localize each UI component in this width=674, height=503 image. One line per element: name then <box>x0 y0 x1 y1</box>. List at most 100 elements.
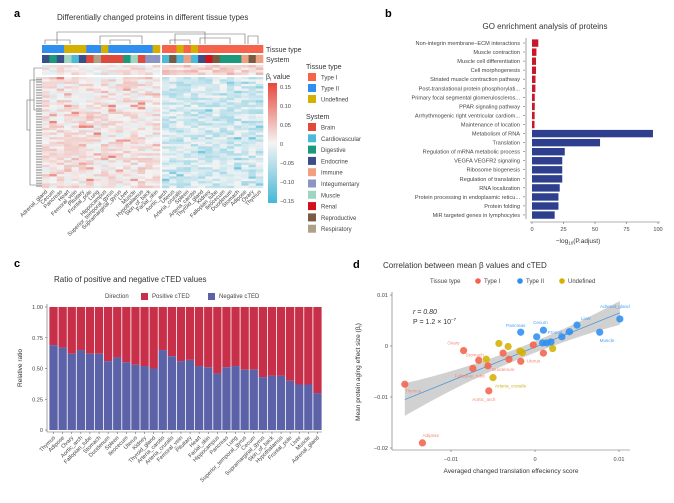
heatmap-cell <box>42 116 50 119</box>
heatmap-cell <box>198 70 206 73</box>
heatmap-cell <box>93 86 102 89</box>
heatmap-cell <box>198 169 206 173</box>
heatmap-cell <box>226 157 235 161</box>
heatmap-cell <box>234 93 242 96</box>
heatmap-cell <box>137 139 146 142</box>
heatmap-cell <box>101 125 109 129</box>
heatmap-cell <box>219 107 228 110</box>
heatmap-cell <box>183 171 192 175</box>
heatmap-cell <box>137 132 146 136</box>
heatmap-cell <box>212 93 221 96</box>
heatmap-cell <box>137 70 146 73</box>
heatmap-cell <box>108 81 117 85</box>
heatmap-cell <box>123 93 131 96</box>
heatmap-cell <box>71 127 80 131</box>
heatmap-cell <box>78 157 87 161</box>
heatmap-cell <box>93 160 102 163</box>
heatmap-cell <box>56 100 65 103</box>
heatmap-cell <box>169 169 177 173</box>
heatmap-cell <box>152 181 161 184</box>
heatmap-cell <box>234 137 242 140</box>
heatmap-cell <box>42 155 50 159</box>
heatmap-cell <box>123 171 131 175</box>
heatmap-cell <box>115 116 124 119</box>
heatmap-cell <box>86 111 94 115</box>
heatmap-cell <box>42 141 50 145</box>
bar-positive <box>231 307 240 367</box>
heatmap-cell <box>86 107 94 110</box>
heatmap-cell <box>176 111 184 115</box>
heatmap-cell <box>241 134 249 138</box>
heatmap-cell <box>226 118 235 122</box>
legend-title: System <box>306 114 330 121</box>
heatmap-cell <box>71 155 80 159</box>
heatmap-cell <box>130 83 139 87</box>
system-cell <box>123 55 131 63</box>
bar-negative <box>140 366 149 430</box>
heatmap-cell <box>115 139 124 142</box>
heatmap-cell <box>169 176 177 179</box>
heatmap-cell <box>71 107 80 110</box>
heatmap-cell <box>145 100 153 103</box>
heatmap-cell <box>56 153 65 156</box>
heatmap-cell <box>130 151 139 154</box>
heatmap-cell <box>71 164 80 168</box>
heatmap-cell <box>205 176 213 179</box>
heatmap-cell <box>93 109 102 112</box>
data-point <box>518 349 527 357</box>
heatmap-cell <box>86 137 94 140</box>
heatmap-cell <box>42 90 50 94</box>
category-label: MiR targeted genes in lymphocytes <box>433 213 521 219</box>
heatmap-cell <box>93 162 102 166</box>
heatmap-cell <box>108 151 117 154</box>
heatmap-cell <box>78 178 87 182</box>
heatmap-cell <box>152 120 161 124</box>
heatmap-cell <box>101 120 109 124</box>
bar-negative <box>149 368 158 430</box>
heatmap-cell <box>145 93 153 96</box>
heatmap-cell <box>145 144 153 147</box>
heatmap-cell <box>212 134 221 138</box>
heatmap-cell <box>198 83 206 87</box>
heatmap-cell <box>152 153 161 156</box>
heatmap-cell <box>42 86 50 89</box>
heatmap-cell <box>169 104 177 108</box>
heatmap-cell <box>162 65 170 68</box>
heatmap-cell <box>101 118 109 122</box>
data-point <box>505 355 513 363</box>
heatmap-cell <box>255 144 264 147</box>
heatmap-cell <box>198 67 206 71</box>
heatmap-cell <box>64 95 72 99</box>
heatmap-cell <box>78 125 87 129</box>
point-label: Stomach <box>466 352 485 357</box>
heatmap-cell <box>183 144 192 147</box>
heatmap-cell <box>56 118 65 122</box>
x-tick-label: 25 <box>560 227 566 233</box>
bar <box>532 75 536 83</box>
heatmap-cell <box>108 169 117 173</box>
heatmap-cell <box>219 162 228 166</box>
heatmap-cell <box>93 167 102 170</box>
heatmap-cell <box>152 114 161 117</box>
heatmap-cell <box>205 77 213 80</box>
heatmap-cell <box>176 88 184 92</box>
heatmap-cell <box>234 77 242 80</box>
heatmap-cell <box>130 120 139 124</box>
heatmap-cell <box>101 144 109 147</box>
heatmap-cell <box>169 148 177 152</box>
heatmap-cell <box>152 104 161 108</box>
heatmap-cell <box>108 114 117 117</box>
heatmap-cell <box>169 72 177 76</box>
heatmap-cell <box>130 157 139 161</box>
heatmap-cell <box>162 155 170 159</box>
heatmap-cell <box>219 137 228 140</box>
heatmap-cell <box>78 81 87 85</box>
colorbar-tick: 0.10 <box>280 104 291 110</box>
heatmap-cell <box>234 171 242 175</box>
heatmap-cell <box>219 111 228 115</box>
heatmap-cell <box>108 100 117 103</box>
heatmap-cell <box>183 181 192 184</box>
heatmap-cell <box>130 72 139 76</box>
heatmap-cell <box>86 167 94 170</box>
heatmap-cell <box>198 104 206 108</box>
